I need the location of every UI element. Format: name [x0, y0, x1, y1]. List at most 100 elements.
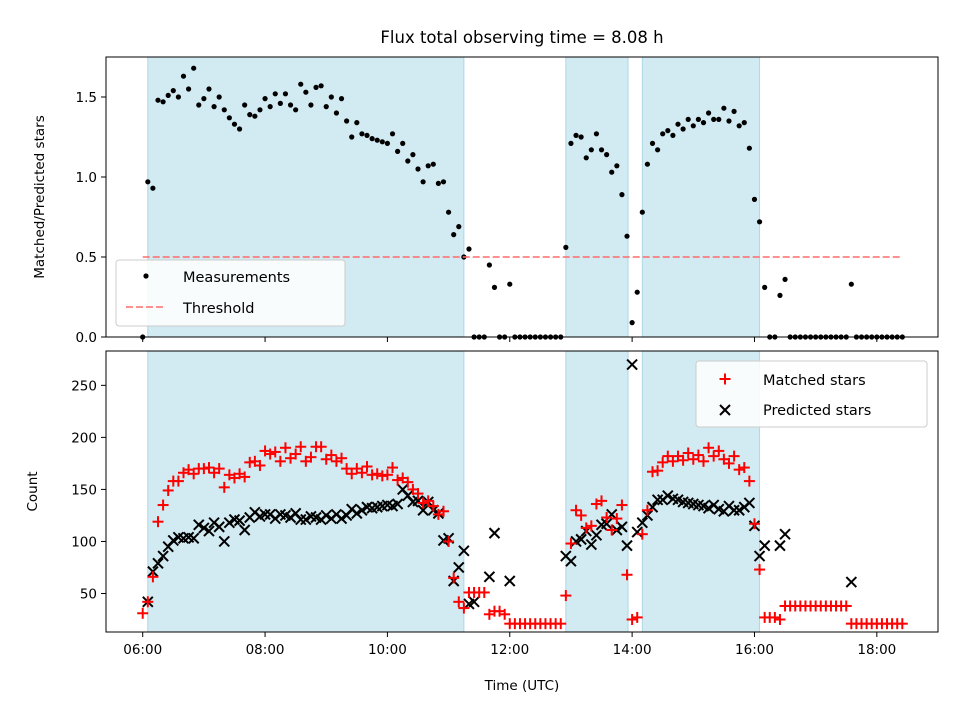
y-axis-label: Count — [25, 471, 41, 511]
matched-point — [728, 450, 740, 462]
predicted-point — [453, 561, 465, 574]
matched-point — [412, 488, 424, 500]
predicted-stroke — [182, 531, 195, 543]
predicted-stroke — [213, 521, 225, 533]
predicted-stroke — [692, 499, 705, 511]
measurement-point — [389, 131, 396, 137]
matched-point — [188, 468, 200, 480]
measurement-point — [685, 116, 691, 122]
measurement-point — [323, 104, 329, 110]
predicted-stroke — [402, 489, 414, 502]
matched-point — [585, 520, 597, 532]
matched-point — [647, 466, 659, 478]
predicted-point — [636, 517, 649, 529]
measurement-point — [369, 136, 375, 142]
predicted-stroke — [779, 528, 791, 540]
predicted-stroke — [203, 525, 215, 537]
measurement-point — [660, 131, 666, 137]
y-tick-label: 150 — [71, 482, 97, 498]
predicted-point — [743, 497, 756, 509]
observing-window — [147, 350, 465, 633]
predicted-point — [702, 502, 715, 514]
predicted-stroke — [356, 504, 368, 516]
measurement-point — [705, 110, 712, 116]
predicted-stroke — [310, 511, 322, 524]
predicted-stroke — [381, 499, 394, 511]
measurement-point — [150, 185, 156, 191]
matched-point — [341, 463, 353, 475]
predicted-point — [320, 509, 332, 522]
predicted-point — [651, 494, 664, 506]
predicted-stroke — [152, 557, 164, 570]
matched-point — [387, 462, 399, 474]
matched-point — [443, 535, 455, 547]
matched-point — [203, 462, 215, 474]
count-panel: 50 100 150 200 250 06:00 08:00 10:00 12:00 14:00 1… — [25, 350, 939, 658]
measurement-point — [445, 209, 452, 215]
measurement-point — [619, 192, 625, 198]
measurement-point — [231, 121, 238, 127]
legend: Measurements Threshold — [115, 259, 346, 327]
matched-point — [371, 468, 383, 480]
measurement-point — [746, 145, 752, 151]
matched-point — [840, 600, 852, 612]
matched-point — [392, 474, 404, 486]
legend-measurement-marker — [143, 273, 149, 279]
measurement-point — [303, 89, 309, 95]
measurement-point — [680, 126, 686, 132]
y-tick-label: 100 — [71, 534, 97, 550]
matched-point — [616, 499, 628, 511]
predicted-stroke — [626, 358, 638, 371]
ratio-panel: 0.0 0.5 1.0 1.5 Matched/Predicted stars Measu… — [32, 56, 939, 346]
matched-point — [376, 470, 388, 482]
measurement-point — [695, 116, 701, 122]
legend-label: Matched stars — [763, 373, 866, 389]
predicted-point — [483, 571, 496, 583]
observing-window — [641, 56, 761, 338]
measurement-point — [287, 102, 294, 108]
predicted-stroke — [391, 498, 404, 510]
predicted-point — [565, 555, 577, 567]
measurement-point — [272, 91, 278, 97]
predicted-point — [600, 518, 613, 530]
matched-point — [437, 505, 449, 517]
matched-point — [631, 611, 643, 623]
measurement-point — [267, 104, 273, 110]
predicted-stroke — [468, 596, 480, 608]
measurement-point — [588, 147, 594, 153]
predicted-stroke — [396, 483, 409, 496]
predicted-point — [753, 550, 766, 562]
measurement-point — [257, 107, 263, 113]
measurement-point — [277, 100, 283, 106]
legend-label: Measurements — [183, 270, 290, 286]
predicted-stroke — [458, 545, 470, 557]
predicted-point — [259, 508, 271, 521]
measurement-point — [262, 96, 268, 102]
predicted-stroke — [713, 503, 725, 515]
measurement-point — [313, 84, 319, 90]
predicted-stroke — [305, 510, 317, 523]
predicted-stroke — [672, 494, 684, 506]
measurement-point — [410, 152, 416, 158]
matched-point — [560, 590, 572, 602]
chart-title: Flux total observing time = 8.08 h — [380, 28, 663, 47]
matched-point — [218, 481, 230, 493]
predicted-point — [662, 489, 674, 502]
matched-point — [172, 475, 184, 487]
measurement-point — [563, 244, 569, 250]
predicted-point — [733, 504, 745, 516]
predicted-stroke — [361, 501, 373, 513]
measurement-point — [435, 180, 441, 186]
measurement-point — [180, 73, 187, 79]
predicted-stroke — [600, 518, 613, 530]
matched-point — [402, 476, 414, 488]
matched-point — [254, 459, 266, 471]
predicted-stroke — [172, 531, 185, 543]
matched-point — [458, 602, 470, 614]
matched-point — [422, 495, 434, 507]
matched-point — [621, 569, 633, 581]
measurement-point — [440, 179, 447, 185]
x-axis-label: Time (UTC) — [484, 678, 560, 694]
predicted-point — [575, 533, 587, 546]
